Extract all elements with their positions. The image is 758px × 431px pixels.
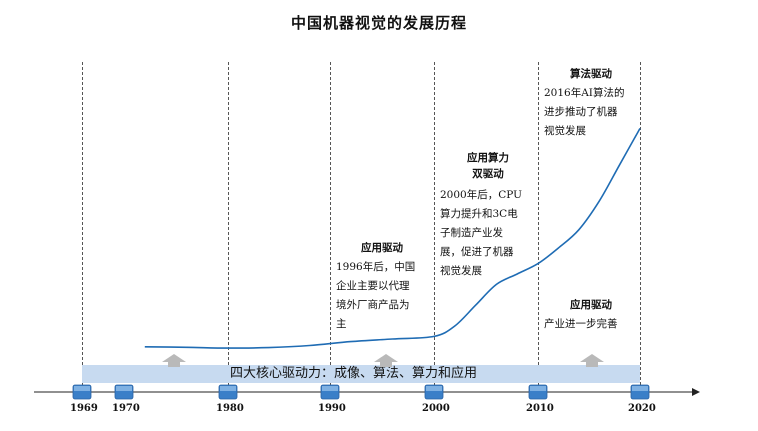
year-label-1990: 1990 — [318, 403, 346, 414]
separator-2010 — [538, 62, 539, 390]
phase-heading: 应用驱动 — [361, 242, 403, 254]
phase-heading: 应用驱动 — [570, 299, 612, 311]
separator-2000 — [434, 62, 435, 390]
timeline-marker-1980 — [218, 384, 238, 400]
core-drivers-band — [82, 365, 640, 383]
timeline-marker-1970 — [114, 384, 134, 400]
separator-1990 — [330, 62, 331, 390]
timeline-marker-1990 — [320, 384, 340, 400]
year-label-1980: 1980 — [216, 403, 244, 414]
phase-application-driven: 应用驱动 1996年后，中国 企业主要以代理 境外厂商产品为 主 — [336, 240, 428, 334]
separator-2020 — [640, 62, 641, 390]
year-label-1970: 1970 — [112, 403, 140, 414]
phase-algorithm-driven: 算法驱动 2016年AI算法的 进步推动了机器 视觉发展 — [544, 66, 638, 141]
separator-1980 — [228, 62, 229, 390]
timeline-marker-2000 — [424, 384, 444, 400]
development-curve — [144, 128, 641, 349]
core-drivers-text: 四大核心驱动力：成像、算法、算力和应用 — [230, 366, 478, 381]
year-label-2010: 2010 — [526, 403, 554, 414]
timeline-marker-2020 — [630, 384, 650, 400]
phase-line: 企业主要以代理 — [336, 280, 410, 292]
phase-line: 进步推动了机器 — [544, 106, 618, 118]
phase-line: 视觉发展 — [440, 265, 482, 277]
phase-line: 主 — [336, 318, 347, 330]
year-label-2020: 2020 — [628, 403, 656, 414]
phase-line: 子制造产业发 — [440, 227, 503, 239]
up-arrow-icon — [162, 354, 186, 367]
up-arrow-icon — [374, 354, 398, 367]
phase-application-driven-2: 应用驱动 产业进一步完善 — [544, 297, 638, 334]
phase-line: 2016年AI算法的 — [544, 87, 625, 99]
phase-heading: 应用算力 — [467, 152, 509, 164]
year-label-1969: 1969 — [70, 403, 98, 414]
up-arrow-icon — [580, 354, 604, 367]
separator-1969 — [82, 62, 83, 390]
timeline-marker-1969 — [72, 384, 92, 400]
phase-line: 算力提升和3C电 — [440, 208, 518, 220]
phase-line: 2000年后，CPU — [440, 189, 522, 201]
phase-heading: 双驱动 — [472, 168, 504, 180]
phase-application-compute-driven: 应用算力 双驱动 2000年后，CPU 算力提升和3C电 子制造产业发 展，促进… — [440, 150, 536, 281]
timeline-marker-2010 — [528, 384, 548, 400]
timeline-arrowhead-icon — [692, 388, 700, 396]
phase-line: 1996年后，中国 — [336, 261, 416, 273]
year-label-2000: 2000 — [422, 403, 450, 414]
phase-line: 展，促进了机器 — [440, 246, 514, 258]
phase-line: 产业进一步完善 — [544, 318, 618, 330]
diagram-title: 中国机器视觉的发展历程 — [290, 14, 467, 32]
phase-line: 境外厂商产品为 — [336, 299, 410, 311]
phase-line: 视觉发展 — [544, 125, 586, 137]
phase-heading: 算法驱动 — [570, 68, 612, 80]
